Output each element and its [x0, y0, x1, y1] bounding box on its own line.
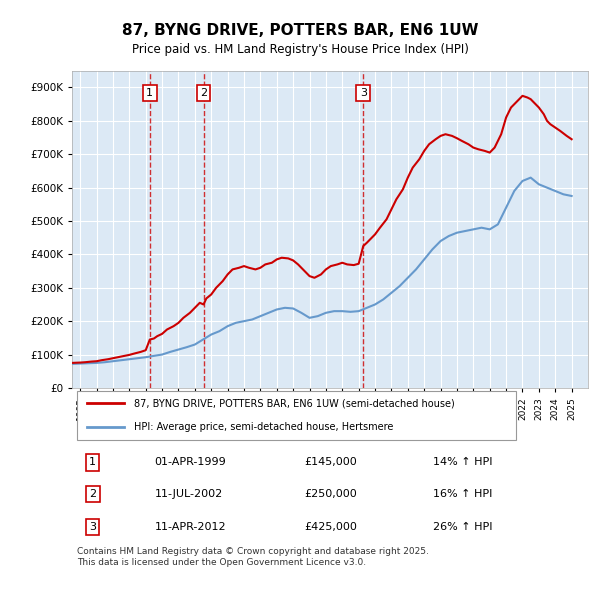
Text: 87, BYNG DRIVE, POTTERS BAR, EN6 1UW: 87, BYNG DRIVE, POTTERS BAR, EN6 1UW [122, 24, 478, 38]
Text: 26% ↑ HPI: 26% ↑ HPI [433, 522, 493, 532]
Text: £250,000: £250,000 [304, 489, 357, 499]
Text: 14% ↑ HPI: 14% ↑ HPI [433, 457, 493, 467]
Text: 2: 2 [89, 489, 96, 499]
Text: Contains HM Land Registry data © Crown copyright and database right 2025.
This d: Contains HM Land Registry data © Crown c… [77, 548, 429, 567]
Text: 11-JUL-2002: 11-JUL-2002 [155, 489, 223, 499]
Text: Price paid vs. HM Land Registry's House Price Index (HPI): Price paid vs. HM Land Registry's House … [131, 43, 469, 56]
Text: 11-APR-2012: 11-APR-2012 [155, 522, 226, 532]
Text: 1: 1 [89, 457, 96, 467]
Text: 3: 3 [360, 88, 367, 98]
Text: 1: 1 [146, 88, 154, 98]
Text: 87, BYNG DRIVE, POTTERS BAR, EN6 1UW (semi-detached house): 87, BYNG DRIVE, POTTERS BAR, EN6 1UW (se… [134, 398, 455, 408]
Text: £425,000: £425,000 [304, 522, 357, 532]
Text: 2: 2 [200, 88, 207, 98]
Text: 01-APR-1999: 01-APR-1999 [155, 457, 226, 467]
Text: HPI: Average price, semi-detached house, Hertsmere: HPI: Average price, semi-detached house,… [134, 422, 393, 432]
Text: 16% ↑ HPI: 16% ↑ HPI [433, 489, 493, 499]
Text: 3: 3 [89, 522, 96, 532]
Bar [77, 391, 516, 440]
Text: £145,000: £145,000 [304, 457, 357, 467]
